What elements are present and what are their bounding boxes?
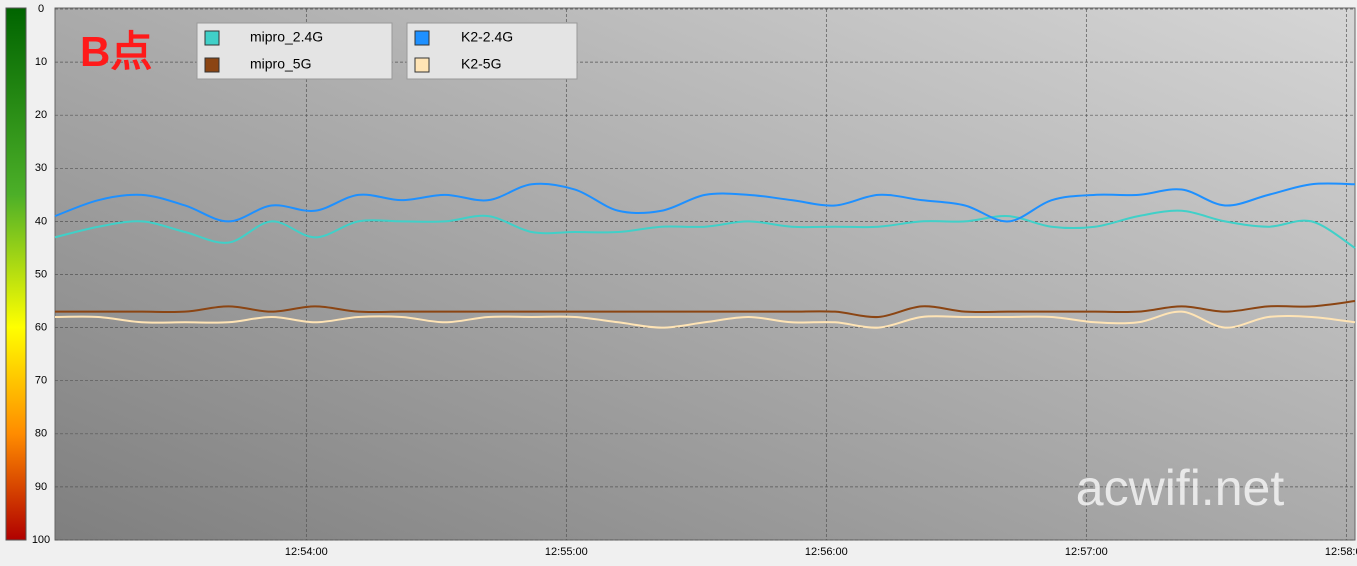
legend-label: mipro_5G bbox=[250, 56, 311, 72]
x-tick-label: 12:56:00 bbox=[805, 546, 848, 558]
y-tick-label: 20 bbox=[35, 109, 47, 121]
y-tick-label: 80 bbox=[35, 428, 47, 440]
y-tick-label: 50 bbox=[35, 268, 47, 280]
color-scale bbox=[5, 7, 27, 541]
y-tick-label: 10 bbox=[35, 56, 47, 68]
y-tick-label: 60 bbox=[35, 322, 47, 334]
y-tick-label: 70 bbox=[35, 375, 47, 387]
x-tick-label: 12:55:00 bbox=[545, 546, 588, 558]
y-tick-label: 90 bbox=[35, 481, 47, 493]
x-tick-label: 12:54:00 bbox=[285, 546, 328, 558]
series-line bbox=[54, 209, 1356, 249]
series-line bbox=[54, 182, 1356, 223]
y-tick-label: 0 bbox=[38, 3, 44, 15]
legend-swatch bbox=[204, 30, 220, 46]
legend-label: K2-5G bbox=[461, 56, 501, 72]
series-line bbox=[54, 310, 1356, 329]
y-tick-label: 30 bbox=[35, 162, 47, 174]
plot-area bbox=[54, 7, 1356, 541]
y-tick-label: 100 bbox=[32, 534, 50, 546]
legend-box bbox=[196, 22, 393, 80]
legend-swatch bbox=[204, 57, 220, 73]
x-tick-label: 12:57:00 bbox=[1065, 546, 1108, 558]
legend-label: mipro_2.4G bbox=[250, 29, 323, 45]
watermark: acwifi.net bbox=[1076, 460, 1285, 516]
y-tick-label: 40 bbox=[35, 215, 47, 227]
legend-label: K2-2.4G bbox=[461, 29, 513, 45]
legend-swatch bbox=[414, 30, 430, 46]
legend-swatch bbox=[414, 57, 430, 73]
legend-box bbox=[406, 22, 578, 80]
x-tick-label: 12:58:00 bbox=[1325, 546, 1357, 558]
chart-title: B点 bbox=[80, 28, 152, 75]
series-line bbox=[55, 300, 1356, 319]
